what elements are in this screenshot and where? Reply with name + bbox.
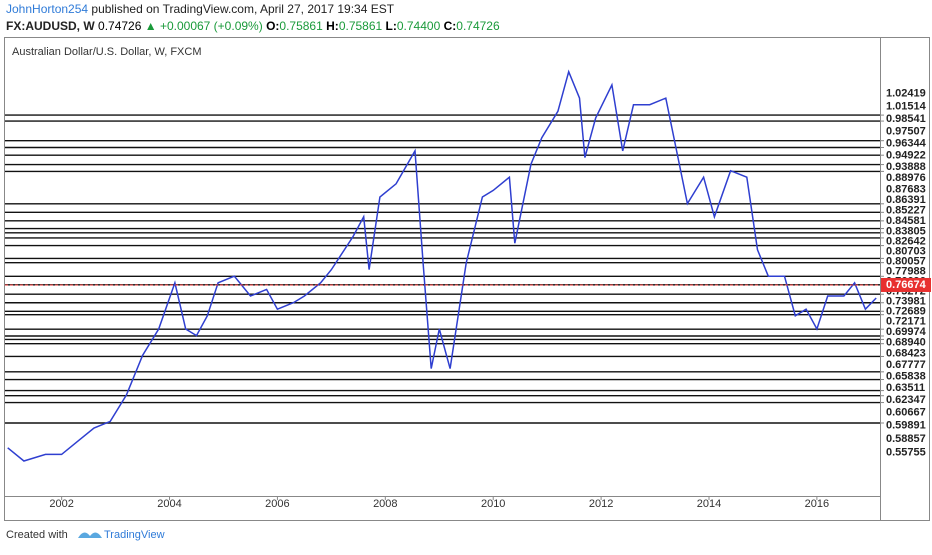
brand: TradingView: [104, 529, 165, 541]
y-tick-label: 0.82642: [886, 236, 926, 248]
author: JohnHorton254: [6, 2, 88, 16]
y-tick-label: 0.68423: [886, 348, 926, 360]
x-tick-label: 2004: [157, 498, 181, 510]
y-tick-label: 0.58857: [886, 433, 926, 445]
quote-line: FX:AUDUSD, W 0.74726 ▲ +0.00067 (+0.09%)…: [6, 19, 500, 33]
y-tick-label: 0.65838: [886, 370, 926, 382]
low: 0.74400: [397, 19, 441, 33]
x-tick-label: 2006: [265, 498, 289, 510]
last-price-label: 0.76674: [886, 279, 927, 291]
last: 0.74726: [98, 19, 142, 33]
y-tick-label: 0.55755: [886, 446, 926, 458]
y-tick-label: 0.60667: [886, 407, 926, 419]
y-tick-label: 0.59891: [886, 420, 926, 432]
y-tick-label: 0.94922: [886, 149, 926, 161]
x-tick-label: 2002: [49, 498, 73, 510]
header-line: JohnHorton254 published on TradingView.c…: [6, 2, 395, 16]
y-tick-label: 0.73981: [886, 295, 926, 307]
y-tick-label: 0.96344: [886, 138, 927, 150]
y-tick-label: 0.63511: [886, 382, 925, 394]
y-tick-label: 1.02419: [886, 87, 926, 99]
y-tick-label: 0.67777: [886, 359, 926, 371]
last-price-box: [881, 277, 931, 292]
y-tick-label: 0.83805: [886, 225, 926, 237]
y-tick-label: 0.77988: [886, 265, 926, 277]
y-tick-label: 0.80057: [886, 255, 926, 267]
x-tick-label: 2014: [697, 498, 721, 510]
y-tick-label: 0.85227: [886, 205, 926, 217]
change: ▲ +0.00067 (+0.09%): [145, 19, 263, 33]
chart-title: Australian Dollar/U.S. Dollar, W, FXCM: [12, 46, 202, 58]
x-tick-label: 2010: [481, 498, 505, 510]
y-tick-label: 0.62347: [886, 394, 926, 406]
close: 0.74726: [456, 19, 500, 33]
h-label: H:: [326, 19, 339, 33]
l-label: L:: [386, 19, 397, 33]
symbol: FX:AUDUSD, W: [6, 19, 95, 33]
y-tick-label: 0.97507: [886, 126, 926, 138]
x-tick-label: 2008: [373, 498, 397, 510]
y-tick-label: 0.72689: [886, 305, 926, 317]
y-tick-label: 1.01514: [886, 100, 927, 112]
x-tick-label: 2012: [589, 498, 613, 510]
y-tick-label: 0.88976: [886, 172, 926, 184]
y-tick-label: 0.68940: [886, 337, 926, 349]
logo: [78, 532, 102, 538]
price-line: [7, 69, 877, 462]
footer: Created with TradingView: [6, 529, 165, 541]
high: 0.75861: [339, 19, 383, 33]
y-tick-label: 0.80703: [886, 246, 926, 258]
published: published on TradingView.com, April 27, …: [91, 2, 394, 16]
y-tick-label: 0.72171: [886, 316, 926, 328]
created-with: Created with: [6, 529, 68, 541]
y-tick-label: 0.69974: [886, 326, 927, 338]
y-tick-label: 0.98541: [886, 113, 926, 125]
x-tick-label: 2016: [805, 498, 829, 510]
y-tick-label: 0.87683: [886, 183, 926, 195]
o-label: O:: [266, 19, 279, 33]
y-tick-label: 0.84581: [886, 215, 926, 227]
c-label: C:: [444, 19, 457, 33]
y-tick-label: 0.93888: [886, 161, 926, 173]
open: 0.75861: [279, 19, 323, 33]
y-tick-label: 0.86391: [886, 194, 926, 206]
